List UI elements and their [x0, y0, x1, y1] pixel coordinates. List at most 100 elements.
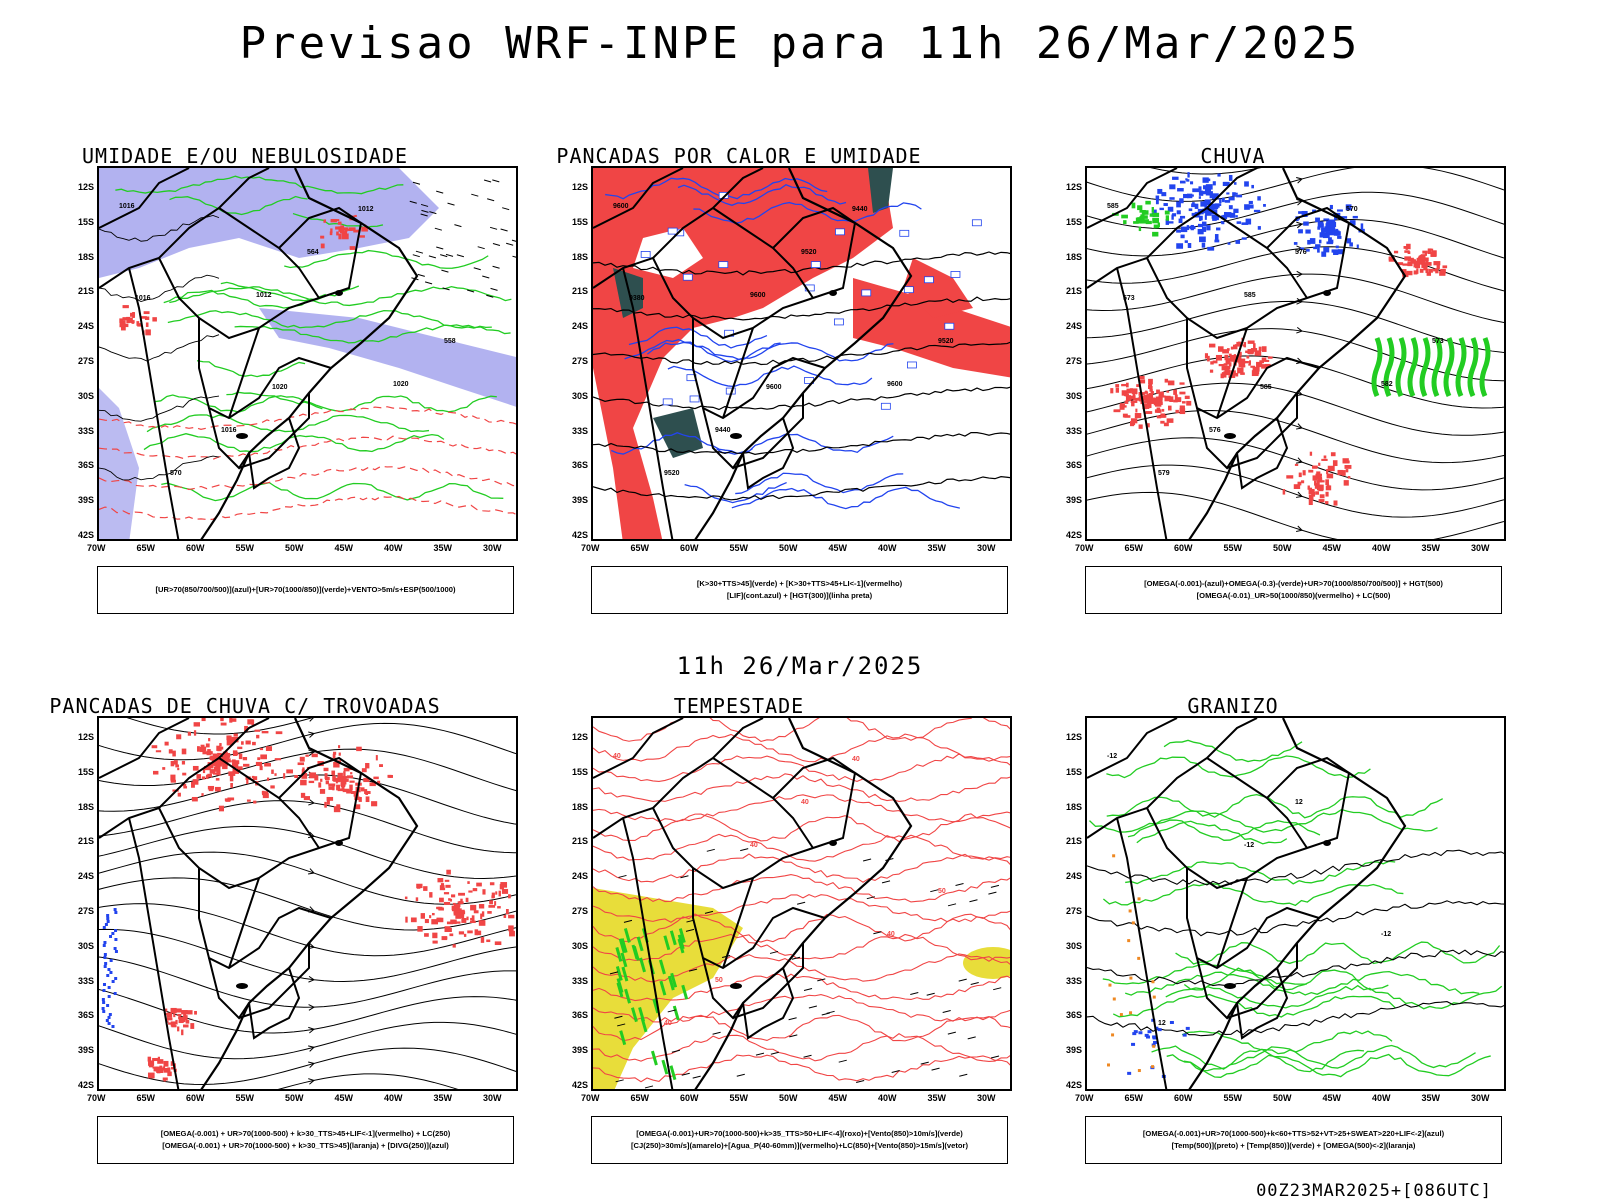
- omega-blue: [1313, 247, 1318, 250]
- thunder-red: [431, 912, 435, 916]
- panel-chuva: CHUVA 585 585 582 579 576 573 576 570 573 585 [OM…: [988, 144, 1506, 626]
- humidity-red: [1230, 358, 1238, 362]
- humidity-red: [1261, 364, 1268, 369]
- thunder-red: [181, 760, 186, 765]
- water-contour: [593, 733, 1010, 763]
- omega-blue: [1244, 181, 1249, 187]
- thunder-red: [226, 735, 232, 741]
- thunder-red: [438, 907, 444, 911]
- thunder-red: [349, 784, 353, 791]
- omega-blue: [1305, 249, 1310, 252]
- lif-marker: [718, 261, 729, 269]
- lat-label: 36S: [571, 1010, 588, 1021]
- thunder-red: [193, 730, 197, 736]
- thunder-red: [159, 1068, 164, 1073]
- thunder-red: [218, 805, 224, 812]
- thunder-red: [364, 791, 371, 794]
- humidity-red: [1254, 350, 1262, 356]
- hail-blue: [1185, 1026, 1190, 1030]
- omega-blue: [1228, 196, 1235, 201]
- thunder-red: [203, 746, 207, 752]
- wind-vector: [910, 992, 919, 995]
- thunder-red: [257, 757, 261, 761]
- wind-green: [650, 1050, 658, 1066]
- omega-blue: [1233, 192, 1238, 195]
- divergence-blue: [109, 971, 113, 974]
- lon-label: 45W: [828, 543, 848, 553]
- humidity-red: [1428, 268, 1433, 273]
- thunder-red: [197, 746, 200, 752]
- thunder-red: [472, 888, 478, 892]
- omega-blue: [1209, 194, 1215, 199]
- humidity-red: [1325, 491, 1329, 497]
- thunder-red: [488, 905, 496, 908]
- contour-label: -12: [1107, 753, 1117, 760]
- map-area[interactable]: -12 -12 -12 12 12: [1085, 716, 1506, 1091]
- thunder-red: [338, 745, 341, 749]
- humidity-red: [1135, 408, 1138, 413]
- humidity-red: [1343, 460, 1350, 464]
- humidity-red: [1435, 268, 1439, 274]
- thunder-red: [203, 765, 211, 771]
- main-title: Previsao WRF-INPE para 11h 26/Mar/2025: [239, 18, 1361, 69]
- humidity-red: [1173, 399, 1178, 403]
- humidity-red: [1423, 257, 1429, 262]
- lon-label: 50W: [779, 1093, 798, 1103]
- omega-green: [1149, 213, 1156, 217]
- thunder-red: [238, 753, 243, 760]
- humidity-red: [1148, 382, 1153, 387]
- thunder-red: [205, 743, 210, 748]
- contour-label: 573: [1123, 295, 1135, 302]
- wind-vector: [681, 1072, 690, 1076]
- divergence-blue: [114, 938, 118, 941]
- thunder-red: [164, 1068, 171, 1072]
- thunder-red: [222, 751, 228, 758]
- thunder-red: [173, 1013, 176, 1018]
- humidity-red: [1238, 358, 1246, 364]
- contour-label: 9520: [938, 338, 954, 345]
- humidity-red: [1121, 390, 1128, 396]
- humidity-red: [1416, 268, 1419, 274]
- state-border: [722, 877, 754, 969]
- omega-blue: [1176, 201, 1181, 208]
- omega-blue: [1298, 229, 1303, 234]
- lat-label: 24S: [77, 321, 94, 332]
- temp850-contour: [1089, 808, 1438, 833]
- contour-label: 50: [938, 888, 946, 895]
- thunder-red: [301, 769, 305, 775]
- humidity-red: [1184, 395, 1190, 400]
- thunder-red: [437, 878, 444, 883]
- thunder-red: [206, 774, 209, 779]
- thunder-red: [227, 797, 235, 801]
- map-area[interactable]: 9600 9600 9600 9520 9520 9520 9440 9440 9380 9600: [591, 166, 1012, 541]
- wind-vector: [926, 992, 935, 996]
- map-area[interactable]: [97, 716, 518, 1091]
- omega-blue: [1235, 240, 1241, 244]
- lif-marker: [907, 361, 917, 369]
- map-area[interactable]: 40 40 40 40 40 50 50 40: [591, 716, 1012, 1091]
- humidity-red: [1232, 344, 1238, 350]
- thunder-red: [333, 751, 337, 755]
- thunder-red: [152, 1057, 158, 1062]
- map-area[interactable]: 1016 1012 1020 570 564 558 1016 1012 1016 1020: [97, 166, 518, 541]
- thunder-red: [210, 755, 214, 760]
- wind-vector: [492, 179, 500, 183]
- thunder-red: [444, 926, 451, 933]
- humidity-red: [1232, 355, 1237, 359]
- lif-contour: [628, 326, 768, 349]
- wind-vector: [740, 848, 749, 852]
- map-area[interactable]: 585 585 582 579 576 573 576 570 573 585: [1085, 166, 1506, 541]
- thunder-red: [175, 764, 180, 768]
- thunder-red: [243, 763, 250, 767]
- streamline: [1087, 273, 1504, 323]
- thunder-red: [230, 783, 233, 788]
- state-border: [128, 817, 180, 1089]
- contour-label: 9520: [801, 249, 817, 256]
- state-border: [772, 206, 856, 249]
- omega-blue: [1346, 238, 1352, 244]
- thunder-red: [335, 778, 338, 784]
- humidity-red: [1286, 475, 1294, 479]
- thunder-red: [264, 763, 271, 767]
- omega-blue: [1236, 194, 1243, 198]
- omega-blue: [1212, 215, 1219, 221]
